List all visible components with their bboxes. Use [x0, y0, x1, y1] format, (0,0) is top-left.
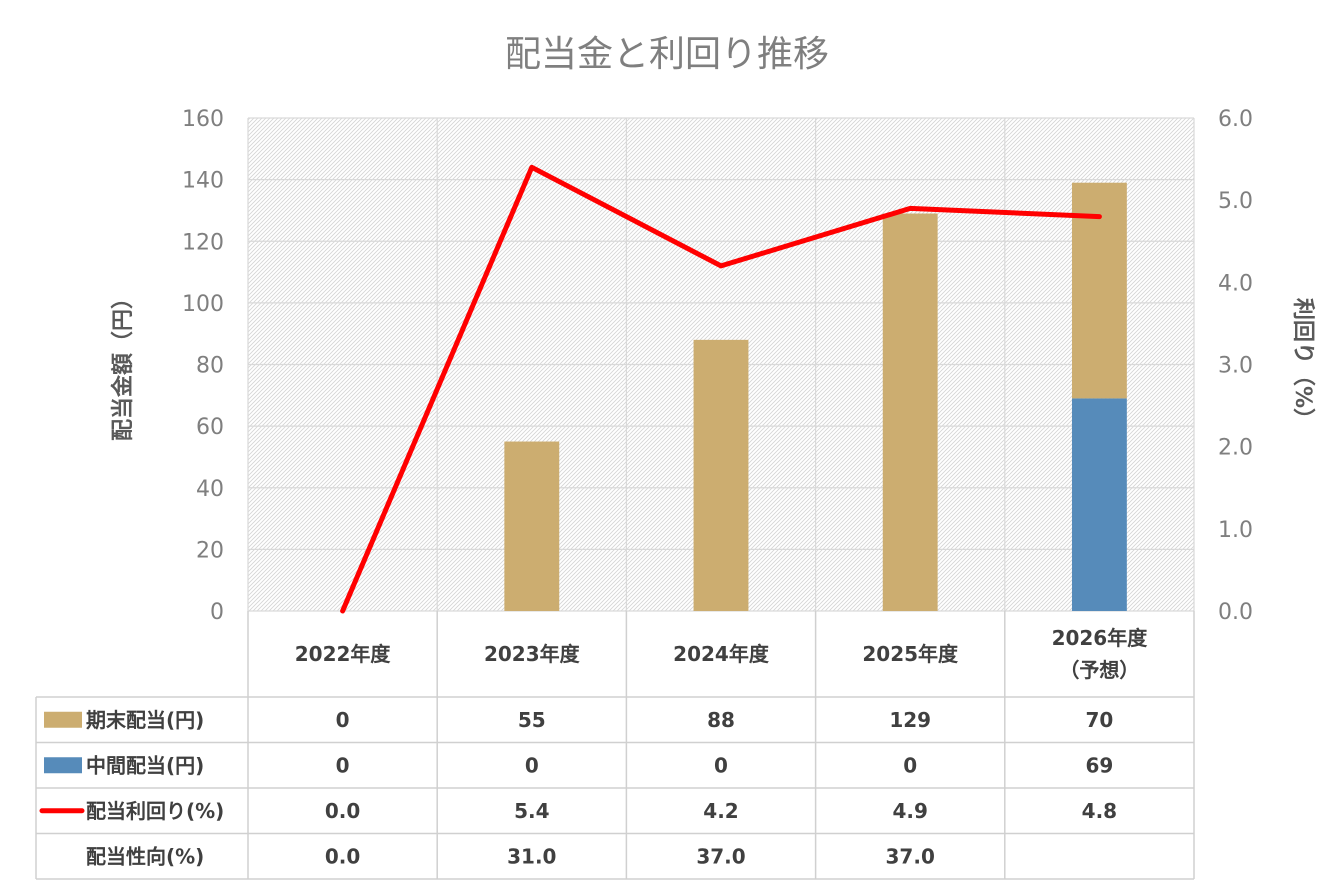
- table-cell: 0: [336, 708, 350, 732]
- x-category-label: 2022年度: [295, 642, 392, 666]
- y2-tick-label: 0.0: [1218, 600, 1253, 625]
- table-row-label: 中間配当(円): [86, 753, 204, 777]
- table-cell: 4.2: [703, 799, 738, 823]
- table-cell: 70: [1085, 708, 1113, 732]
- y-tick-label: 60: [196, 415, 224, 440]
- data-table: 2022年度 2023年度 2024年度 2025年度 2026年度 （予想） 期末配当(円…: [35, 611, 1195, 880]
- table-cell: 31.0: [507, 844, 556, 868]
- bar-final-dividend: [693, 339, 749, 611]
- table-row-label: 配当利回り(%): [86, 799, 224, 823]
- y-tick-label: 140: [182, 169, 224, 194]
- table-cell: 37.0: [886, 844, 935, 868]
- table-cell: 4.8: [1082, 799, 1117, 823]
- table-cell: 0.0: [325, 844, 360, 868]
- x-category-label: 2024年度: [673, 642, 770, 666]
- table-cell: 69: [1085, 753, 1113, 777]
- legend-swatch: [44, 711, 82, 728]
- y-tick-label: 160: [182, 107, 224, 132]
- y-tick-label: 80: [196, 354, 224, 379]
- y2-tick-label: 2.0: [1218, 436, 1253, 461]
- y-tick-label: 20: [196, 538, 224, 563]
- x-category-label: 2023年度: [484, 642, 581, 666]
- bar-final-dividend: [504, 441, 560, 611]
- legend-swatch: [44, 757, 82, 774]
- y2-tick-label: 5.0: [1218, 189, 1253, 214]
- table-cell: 0.0: [325, 799, 360, 823]
- table-cell: 4.9: [892, 799, 927, 823]
- x-category-label: （予想）: [1059, 658, 1139, 682]
- bar-interim-dividend: [1071, 398, 1127, 611]
- table-cell: 55: [518, 708, 546, 732]
- yield-line: [340, 164, 1102, 614]
- bar-final-dividend: [882, 213, 938, 612]
- table-cell: 0: [525, 753, 539, 777]
- y2-tick-label: 6.0: [1218, 107, 1253, 132]
- table-cell: 129: [889, 708, 931, 732]
- y-tick-label: 120: [182, 230, 224, 255]
- table-cell: 0: [336, 753, 350, 777]
- chart-title: 配当金と利回り推移: [505, 34, 829, 75]
- y-axis-title: 配当金額（円）: [110, 287, 136, 441]
- y2-tick-label: 4.0: [1218, 271, 1253, 296]
- table-row-label: 期末配当(円): [86, 708, 204, 732]
- table-cell: 0: [714, 753, 728, 777]
- x-category-label: 2025年度: [862, 642, 959, 666]
- y2-tick-label: 1.0: [1218, 518, 1253, 543]
- tick-labels: 0 20 40 60 80 100 120 140 160 0.0 1.0 2.0 3.0 4.0 5.0 6…: [182, 107, 1253, 625]
- x-category-label: 2026年度: [1052, 626, 1149, 650]
- y2-axis-title: 利回り（%）: [1290, 298, 1315, 430]
- bars: [504, 182, 1127, 612]
- table-cell: 88: [707, 708, 735, 732]
- table-row-label: 配当性向(%): [86, 844, 204, 868]
- y-tick-label: 100: [182, 292, 224, 317]
- y2-tick-label: 3.0: [1218, 354, 1253, 379]
- yield-line-group: [340, 164, 1102, 614]
- y-tick-label: 40: [196, 477, 224, 502]
- table-cell: 5.4: [514, 799, 549, 823]
- table-cell: 37.0: [696, 844, 745, 868]
- table-cell: 0: [903, 753, 917, 777]
- y-tick-label: 0: [210, 600, 224, 625]
